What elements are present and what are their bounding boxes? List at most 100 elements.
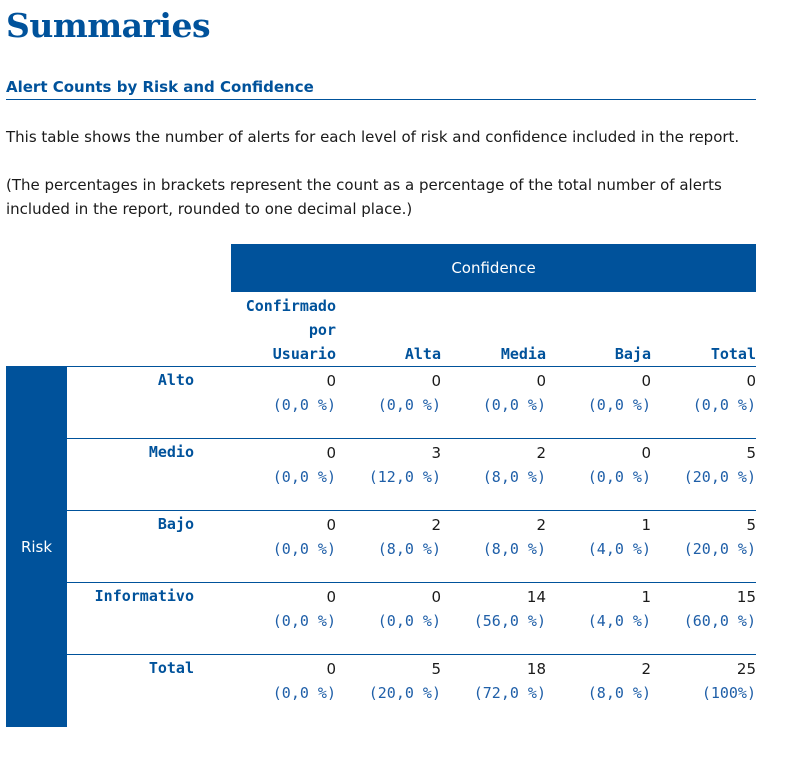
table-cell: 18 (72,0 %) [446, 657, 546, 705]
alert-percentage: (72,0 %) [473, 684, 546, 702]
table-cell: 0 (0,0 %) [341, 585, 441, 633]
percentage-note-paragraph: (The percentages in brackets represent t… [6, 176, 722, 218]
alert-percentage: (60,0 %) [683, 612, 756, 630]
row-divider [67, 654, 756, 655]
table-cell: 2 (8,0 %) [446, 441, 546, 489]
column-header-line: Confirmado [245, 297, 336, 315]
alert-percentage: (56,0 %) [473, 612, 546, 630]
alert-count: 3 [431, 444, 441, 462]
alert-percentage: (8,0 %) [482, 468, 546, 486]
alert-percentage: (100%) [701, 684, 756, 702]
alert-percentage: (4,0 %) [587, 612, 651, 630]
alert-count: 25 [736, 660, 756, 678]
table-cell: 0 (0,0 %) [551, 369, 651, 417]
alert-percentage: (20,0 %) [368, 684, 441, 702]
alert-percentage: (0,0 %) [377, 396, 441, 414]
alert-percentage: (0,0 %) [272, 396, 336, 414]
alert-count: 2 [431, 516, 441, 534]
row-divider [67, 510, 756, 511]
table-cell: 0 (0,0 %) [236, 441, 336, 489]
alert-count: 2 [536, 516, 546, 534]
table-cell: 0 (0,0 %) [551, 441, 651, 489]
alert-count: 0 [641, 372, 651, 390]
column-header-line: Media [500, 345, 546, 363]
alert-percentage: (0,0 %) [692, 396, 756, 414]
table-cell: 0 (0,0 %) [236, 369, 336, 417]
table-cell: 14 (56,0 %) [446, 585, 546, 633]
alert-count: 15 [736, 588, 756, 606]
alert-percentage: (0,0 %) [272, 540, 336, 558]
table-cell: 3 (12,0 %) [341, 441, 441, 489]
alert-percentage: (0,0 %) [587, 396, 651, 414]
table-cell: 0 (0,0 %) [236, 513, 336, 561]
column-header: Baja [531, 294, 651, 366]
alert-percentage: (4,0 %) [587, 540, 651, 558]
column-header: Confirmado por Usuario [216, 294, 336, 366]
row-divider [67, 438, 756, 439]
alert-count: 0 [431, 588, 441, 606]
intro-paragraph: This table shows the number of alerts fo… [6, 128, 740, 146]
table-cell: 5 (20,0 %) [656, 513, 756, 561]
alert-percentage: (20,0 %) [683, 468, 756, 486]
column-header-line: Alta [404, 345, 441, 363]
alert-percentage: (8,0 %) [377, 540, 441, 558]
alert-percentage: (0,0 %) [587, 468, 651, 486]
table-cell: 0 (0,0 %) [236, 585, 336, 633]
alert-count: 2 [536, 444, 546, 462]
alert-count: 0 [641, 444, 651, 462]
column-header: Alta [321, 294, 441, 366]
alert-percentage: (8,0 %) [587, 684, 651, 702]
alert-count: 0 [536, 372, 546, 390]
table-cell: 0 (0,0 %) [446, 369, 546, 417]
section-heading: Alert Counts by Risk and Confidence [6, 78, 756, 100]
alert-count: 0 [326, 444, 336, 462]
alert-count: 0 [326, 516, 336, 534]
table-cell: 1 (4,0 %) [551, 513, 651, 561]
alert-percentage: (0,0 %) [272, 612, 336, 630]
table-cell: 5 (20,0 %) [341, 657, 441, 705]
alert-percentage: (0,0 %) [272, 468, 336, 486]
alert-count: 2 [641, 660, 651, 678]
alert-count: 1 [641, 588, 651, 606]
row-label: Total [148, 659, 194, 677]
alert-count: 5 [431, 660, 441, 678]
alert-percentage: (0,0 %) [482, 396, 546, 414]
table-cell: 0 (0,0 %) [656, 369, 756, 417]
table-cell: 0 (0,0 %) [236, 657, 336, 705]
table-cell: 1 (4,0 %) [551, 585, 651, 633]
table-cell: 5 (20,0 %) [656, 441, 756, 489]
alert-count: 0 [746, 372, 756, 390]
column-header: Total [636, 294, 756, 366]
confidence-header: Confidence [231, 244, 756, 292]
table-cell: 15 (60,0 %) [656, 585, 756, 633]
row-label: Medio [148, 443, 194, 461]
alert-count: 0 [431, 372, 441, 390]
column-header-line: Usuario [272, 345, 336, 363]
row-label: Bajo [157, 515, 194, 533]
alert-percentage: (0,0 %) [272, 684, 336, 702]
alert-count: 0 [326, 588, 336, 606]
alert-count: 5 [746, 444, 756, 462]
alert-count: 5 [746, 516, 756, 534]
table-cell: 25 (100%) [656, 657, 756, 705]
column-header: Media [426, 294, 546, 366]
alert-count: 1 [641, 516, 651, 534]
alert-count: 0 [326, 372, 336, 390]
alert-count: 18 [526, 660, 546, 678]
table-cell: 2 (8,0 %) [446, 513, 546, 561]
risk-header: Risk [6, 366, 67, 727]
alert-percentage: (12,0 %) [368, 468, 441, 486]
table-cell: 0 (0,0 %) [341, 369, 441, 417]
column-header-line: Total [710, 345, 756, 363]
alert-percentage: (0,0 %) [377, 612, 441, 630]
alert-count: 0 [326, 660, 336, 678]
row-label: Informativo [94, 587, 194, 605]
risk-header-label: Risk [20, 537, 53, 556]
alert-percentage: (20,0 %) [683, 540, 756, 558]
row-label: Alto [157, 371, 194, 389]
row-divider [67, 582, 756, 583]
column-header-line: Baja [614, 345, 651, 363]
alert-percentage: (8,0 %) [482, 540, 546, 558]
confidence-header-label: Confidence [451, 259, 536, 277]
table-cell: 2 (8,0 %) [341, 513, 441, 561]
